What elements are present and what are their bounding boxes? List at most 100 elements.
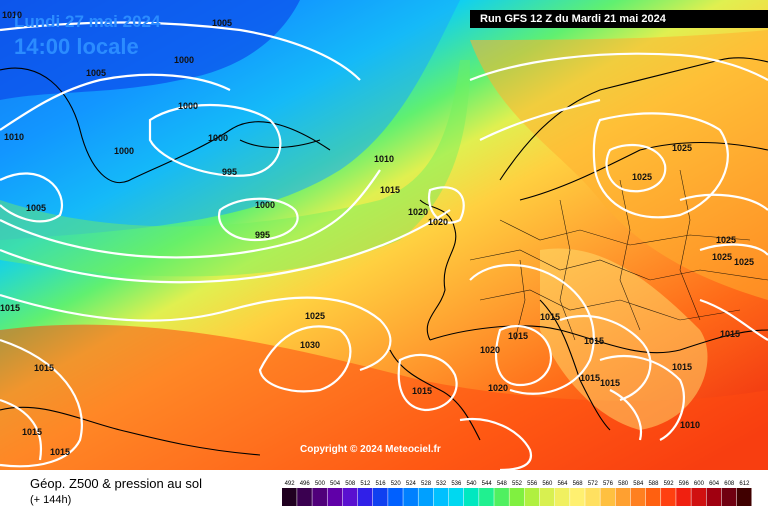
isobar-label: 1020 bbox=[480, 345, 500, 355]
isobar-label: 1015 bbox=[34, 363, 54, 373]
isobar-label: 1020 bbox=[408, 207, 428, 217]
isobar-label: 1000 bbox=[178, 101, 198, 111]
isobar-label: 1015 bbox=[22, 427, 42, 437]
legend-tick-label: 508 bbox=[345, 481, 356, 487]
isobar-label: 1030 bbox=[300, 340, 320, 350]
isobar-lines bbox=[0, 21, 768, 470]
legend-tick-label: 528 bbox=[421, 481, 432, 487]
isobar-label: 1015 bbox=[672, 362, 692, 372]
legend-swatch bbox=[600, 488, 616, 506]
legend-tick-label: 604 bbox=[709, 481, 720, 487]
isobar-label: 1025 bbox=[672, 143, 692, 153]
legend-swatch bbox=[736, 488, 752, 506]
legend-swatch bbox=[357, 488, 373, 506]
legend-tick-label: 512 bbox=[360, 481, 371, 487]
legend-swatch bbox=[554, 488, 570, 506]
legend-tick-label: 612 bbox=[739, 481, 750, 487]
legend-swatch bbox=[403, 488, 418, 506]
legend-swatch bbox=[312, 488, 327, 506]
isobar-label: 1015 bbox=[580, 373, 600, 383]
legend-tick-label: 520 bbox=[391, 481, 402, 487]
legend-swatch bbox=[282, 488, 297, 506]
valid-time: 14:00 locale bbox=[14, 34, 139, 59]
legend-swatch bbox=[645, 488, 661, 506]
isobar-label: 1015 bbox=[720, 329, 740, 339]
run-info-banner: Run GFS 12 Z du Mardi 21 mai 2024 bbox=[470, 10, 768, 28]
isobar-label: 1015 bbox=[584, 336, 604, 346]
legend-swatch bbox=[630, 488, 646, 506]
legend-tick-label: 592 bbox=[664, 481, 675, 487]
coastlines bbox=[0, 57, 768, 456]
isobar-label: 1005 bbox=[86, 68, 106, 78]
legend-tick-label: 524 bbox=[406, 481, 417, 487]
isobar-label: 1015 bbox=[600, 378, 620, 388]
legend-swatch bbox=[539, 488, 555, 506]
legend-swatch bbox=[706, 488, 722, 506]
valid-date: Lundi 27 mai 2024 bbox=[14, 12, 161, 31]
isobar-label: 1020 bbox=[428, 217, 448, 227]
color-scale-legend: 492 496 500 504 508 512 516 520 524 528 532 536 540 5… bbox=[282, 481, 752, 506]
legend-swatch bbox=[433, 488, 449, 506]
legend-swatch bbox=[463, 488, 479, 506]
legend-tick-label: 496 bbox=[300, 481, 311, 487]
isobar-label: 1015 bbox=[412, 386, 432, 396]
legend-tick-label: 544 bbox=[482, 481, 493, 487]
country-borders bbox=[469, 169, 768, 341]
legend-swatch bbox=[570, 488, 585, 506]
isobar-label: 1000 bbox=[255, 200, 275, 210]
isobar-label: 1000 bbox=[114, 146, 134, 156]
green-band bbox=[0, 60, 470, 277]
isobar-label: 1025 bbox=[716, 235, 736, 245]
isobar-labels: 1010 1005 1000 1005 1000 1000 1010 1000 995 1005 1… bbox=[0, 10, 754, 457]
legend-tick-label: 584 bbox=[633, 481, 644, 487]
ridge-east-region bbox=[470, 30, 768, 300]
deep-low-core bbox=[0, 0, 300, 100]
legend-swatch bbox=[585, 488, 600, 506]
warm-south-region bbox=[0, 324, 768, 470]
weather-map: 1010 1005 1000 1005 1000 1000 1010 1000 995 1005 1… bbox=[0, 0, 768, 470]
legend-swatch bbox=[297, 488, 312, 506]
legend-tick-label: 588 bbox=[648, 481, 659, 487]
copyright-notice: Copyright © 2024 Meteociel.fr bbox=[300, 444, 441, 455]
isobar-label: 1005 bbox=[26, 203, 46, 213]
legend-tick-label: 576 bbox=[603, 481, 614, 487]
isobar-label: 1020 bbox=[488, 383, 508, 393]
isobar-label: 1015 bbox=[50, 447, 70, 457]
legend-tick-label: 552 bbox=[512, 481, 523, 487]
legend-tick-label: 540 bbox=[467, 481, 478, 487]
isobar-label: 1005 bbox=[212, 18, 232, 28]
legend-tick-label: 600 bbox=[694, 481, 705, 487]
isobar-label: 1015 bbox=[508, 331, 528, 341]
legend-swatch bbox=[342, 488, 358, 506]
legend-swatch bbox=[448, 488, 464, 506]
legend-tick-label: 564 bbox=[557, 481, 568, 487]
isobar-label: 1010 bbox=[680, 420, 700, 430]
legend-swatch bbox=[721, 488, 737, 506]
chart-title: Géop. Z500 & pression au sol bbox=[30, 476, 202, 491]
legend-swatch bbox=[388, 488, 403, 506]
legend-swatch bbox=[372, 488, 388, 506]
legend-tick-label: 596 bbox=[679, 481, 690, 487]
legend-swatch bbox=[615, 488, 631, 506]
legend-swatch bbox=[479, 488, 494, 506]
legend-tick-label: 536 bbox=[451, 481, 462, 487]
isobar-label: 1000 bbox=[174, 55, 194, 65]
isobar-label: 995 bbox=[255, 230, 270, 240]
legend-swatch bbox=[676, 488, 691, 506]
isobar-label: 1025 bbox=[734, 257, 754, 267]
legend-swatch bbox=[509, 488, 525, 506]
legend-tick-label: 548 bbox=[497, 481, 508, 487]
legend-tick-label: 580 bbox=[618, 481, 629, 487]
legend-tick-label: 500 bbox=[315, 481, 326, 487]
isobar-label: 1010 bbox=[4, 132, 24, 142]
legend-swatch bbox=[524, 488, 540, 506]
legend-tick-label: 516 bbox=[376, 481, 387, 487]
legend-swatch bbox=[691, 488, 707, 506]
isobar-label: 1025 bbox=[305, 311, 325, 321]
legend-swatch bbox=[327, 488, 343, 506]
legend-swatch bbox=[661, 488, 676, 506]
legend-tick-label: 572 bbox=[588, 481, 599, 487]
isobar-label: 1015 bbox=[540, 312, 560, 322]
isobar-label: 1010 bbox=[2, 10, 22, 20]
isobar-label: 1010 bbox=[374, 154, 394, 164]
